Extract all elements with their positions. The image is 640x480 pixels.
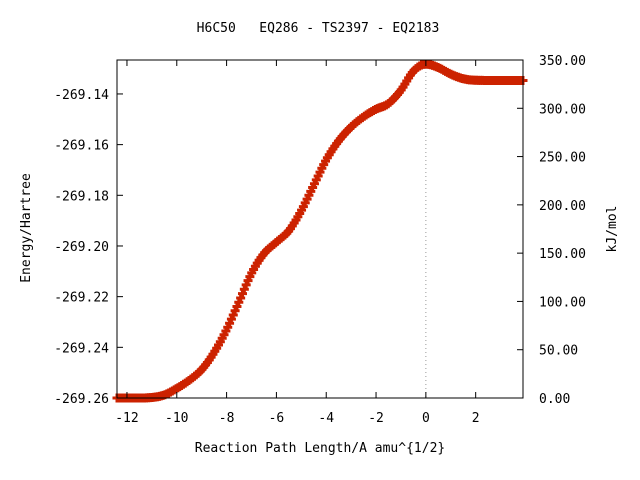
y-tick-label: -269.24	[54, 341, 109, 356]
y2-tick-label: 100.00	[539, 295, 586, 310]
y2-tick-label: 0.00	[539, 392, 570, 407]
chart-title: H6C50 EQ286 - TS2397 - EQ2183	[197, 21, 440, 36]
y-tick-label: -269.20	[54, 240, 109, 255]
x-tick-label: 2	[472, 411, 480, 426]
y-tick-label: -269.16	[54, 139, 109, 154]
x-tick-label: -2	[368, 411, 384, 426]
x-axis-label: Reaction Path Length/A amu^{1/2}	[195, 441, 445, 456]
y2-tick-label: 300.00	[539, 102, 586, 117]
y-tick-label: -269.14	[54, 88, 109, 103]
y2-axis-label: kJ/mol	[605, 206, 620, 253]
y2-tick-label: 50.00	[539, 344, 578, 359]
y2-tick-label: 250.00	[539, 151, 586, 166]
x-tick-label: -6	[269, 411, 285, 426]
y-tick-label: -269.26	[54, 392, 109, 407]
energy-curve-line	[117, 63, 523, 399]
y2-tick-label: 200.00	[539, 199, 586, 214]
x-tick-label: -12	[115, 411, 138, 426]
y2-tick-label: 150.00	[539, 247, 586, 262]
plot-frame	[116, 59, 524, 399]
x-tick-label: 0	[422, 411, 430, 426]
x-tick-label: -8	[219, 411, 235, 426]
y2-tick-label: 350.00	[539, 54, 586, 69]
x-tick-label: -10	[165, 411, 188, 426]
y-tick-label: -269.22	[54, 291, 109, 306]
y-axis-label: Energy/Hartree	[19, 173, 34, 283]
y-tick-label: -269.18	[54, 189, 109, 204]
x-tick-label: -4	[318, 411, 334, 426]
